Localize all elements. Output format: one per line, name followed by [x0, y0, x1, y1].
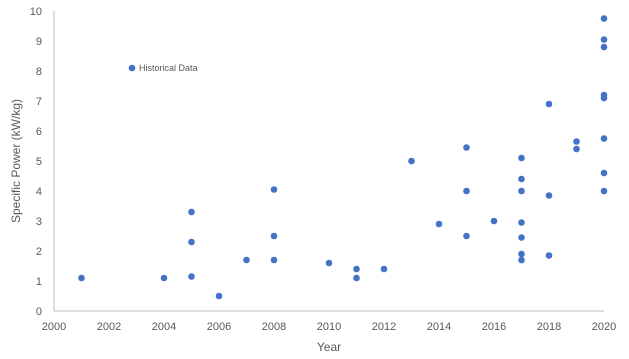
- data-point: [545, 192, 553, 199]
- data-point: [160, 274, 168, 282]
- y-tick-label: 10: [30, 6, 42, 18]
- data-point: [270, 186, 278, 193]
- y-tick-label: 1: [36, 276, 42, 288]
- data-point: [353, 274, 360, 282]
- data-point: [518, 219, 525, 226]
- legend-marker: [128, 64, 136, 72]
- x-tick-label: 2008: [262, 321, 286, 333]
- data-point: [518, 250, 525, 258]
- y-tick-label: 4: [36, 186, 42, 198]
- y-tick-labels: 0 1 2 3 4 5 6 7 8 9 10: [30, 6, 42, 318]
- data-point: [545, 252, 553, 259]
- data-point: [435, 220, 443, 228]
- y-tick-label: 7: [36, 96, 42, 108]
- data-point: [518, 175, 525, 183]
- data-point: [270, 256, 278, 264]
- y-tick-label: 6: [36, 126, 42, 138]
- legend: Historical Data: [128, 63, 198, 73]
- data-point: [545, 100, 553, 108]
- y-tick-label: 3: [36, 216, 42, 228]
- legend-label: Historical Data: [139, 63, 198, 73]
- x-tick-label: 2020: [592, 321, 616, 333]
- data-point: [353, 265, 360, 273]
- y-tick-label: 2: [36, 246, 42, 258]
- data-points: [78, 15, 608, 300]
- y-tick-label: 8: [36, 66, 42, 78]
- x-tick-labels: 2000 2002 2004 2006 2008 2010 2012 2014 2016 2018…: [42, 321, 616, 333]
- x-tick-label: 2010: [317, 321, 341, 333]
- data-point: [518, 234, 525, 241]
- data-point: [463, 144, 470, 151]
- x-tick-label: 2000: [42, 321, 66, 333]
- x-tick-label: 2012: [372, 321, 396, 333]
- data-point: [600, 135, 608, 142]
- x-tick-label: 2004: [152, 321, 176, 333]
- x-tick-label: 2018: [537, 321, 561, 333]
- data-point: [600, 43, 608, 51]
- y-tick-label: 5: [36, 156, 42, 168]
- data-point: [78, 274, 85, 282]
- data-point: [600, 94, 608, 102]
- x-axis-title: Year: [317, 340, 341, 354]
- y-tick-label: 0: [36, 306, 42, 318]
- data-point: [518, 154, 525, 162]
- data-point: [600, 187, 608, 195]
- data-point: [243, 256, 250, 264]
- data-point: [188, 273, 195, 280]
- data-point: [463, 187, 470, 195]
- data-point: [188, 208, 195, 216]
- data-point: [573, 145, 580, 153]
- data-point: [518, 256, 525, 264]
- axes: [53, 11, 604, 312]
- data-point: [215, 292, 223, 300]
- data-point: [573, 138, 580, 145]
- data-point: [490, 217, 498, 225]
- data-point: [600, 36, 608, 43]
- y-axis-title: Specific Power (kW/kg): [9, 99, 23, 223]
- x-tick-label: 2002: [97, 321, 121, 333]
- data-point: [600, 15, 608, 22]
- data-point: [325, 259, 333, 267]
- x-tick-label: 2014: [427, 321, 451, 333]
- x-tick-label: 2016: [482, 321, 506, 333]
- x-tick-label: 2006: [207, 321, 231, 333]
- data-point: [188, 238, 195, 246]
- data-point: [463, 232, 470, 240]
- y-tick-label: 9: [36, 36, 42, 48]
- data-point: [518, 187, 525, 195]
- data-point: [380, 265, 388, 273]
- data-point: [408, 157, 415, 165]
- data-point: [600, 169, 608, 177]
- data-point: [270, 232, 278, 240]
